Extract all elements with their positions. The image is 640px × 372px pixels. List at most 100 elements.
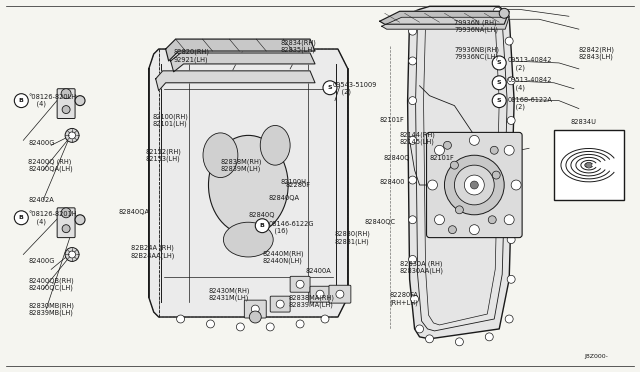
Text: 82834(RH)
82835(LH): 82834(RH) 82835(LH) [280,39,316,53]
Text: °08126-8201H
    (4): °08126-8201H (4) [28,211,77,225]
Circle shape [415,325,424,333]
Text: 82280FA
(RH+LH): 82280FA (RH+LH) [390,292,419,306]
Text: 82100(RH)
82101(LH): 82100(RH) 82101(LH) [153,113,189,128]
Circle shape [61,208,71,218]
Circle shape [296,320,304,328]
Circle shape [14,94,28,108]
Circle shape [428,180,438,190]
Text: 82838MA(RH)
82839MA(LH): 82838MA(RH) 82839MA(LH) [288,294,334,308]
Polygon shape [381,17,509,29]
Circle shape [207,320,214,328]
Circle shape [469,225,479,235]
FancyBboxPatch shape [244,300,266,318]
Text: 82840QC: 82840QC [365,219,396,225]
Circle shape [444,141,451,149]
Circle shape [62,225,70,232]
FancyBboxPatch shape [57,208,75,238]
Circle shape [411,295,419,303]
Ellipse shape [203,133,238,177]
Text: 82820(RH)
92921(LH): 82820(RH) 92921(LH) [173,49,210,63]
Circle shape [236,323,244,331]
Circle shape [296,280,304,288]
Circle shape [435,145,444,155]
Ellipse shape [223,222,273,257]
Circle shape [505,37,513,45]
Circle shape [492,56,506,70]
Circle shape [177,315,184,323]
Polygon shape [408,6,514,339]
Circle shape [444,155,504,215]
Text: 82400QB(RH)
82400QC(LH): 82400QB(RH) 82400QC(LH) [28,277,74,291]
Circle shape [61,89,71,99]
FancyBboxPatch shape [290,276,310,292]
Circle shape [507,156,515,164]
Polygon shape [171,53,315,72]
Circle shape [511,180,521,190]
Circle shape [586,162,592,168]
Circle shape [492,76,506,90]
Circle shape [507,275,515,283]
Circle shape [469,135,479,145]
Text: 82400A: 82400A [305,268,331,275]
Circle shape [456,338,463,346]
Text: S: S [497,98,502,103]
Circle shape [336,290,344,298]
Circle shape [505,315,513,323]
Text: 82100H: 82100H [280,179,306,185]
Text: 09513-40842
    (2): 09513-40842 (2) [507,57,552,71]
Circle shape [65,128,79,142]
Circle shape [485,333,493,341]
Circle shape [68,251,76,258]
FancyBboxPatch shape [329,285,351,303]
Circle shape [252,305,259,313]
Circle shape [323,81,337,95]
Polygon shape [156,71,315,91]
Circle shape [321,315,329,323]
Circle shape [490,146,498,154]
Text: S: S [328,85,332,90]
Circle shape [408,216,417,224]
Text: 82152(RH)
82153(LH): 82152(RH) 82153(LH) [146,148,182,162]
Text: 82440M(RH)
82440N(LH): 82440M(RH) 82440N(LH) [262,250,304,264]
Polygon shape [166,39,315,61]
Text: B: B [19,215,24,220]
Circle shape [465,175,484,195]
Text: 82830A (RH)
82830AA(LH): 82830A (RH) 82830AA(LH) [399,260,444,275]
Text: 82B24A (RH)
82B24AA(LH): 82B24A (RH) 82B24AA(LH) [131,244,175,259]
Circle shape [250,311,261,323]
Circle shape [408,176,417,184]
Text: S: S [497,60,502,65]
Polygon shape [380,11,509,24]
Text: 82400G: 82400G [28,140,54,146]
Text: 82840Q: 82840Q [384,155,410,161]
Text: 82400Q (RH)
82400QA(LH): 82400Q (RH) 82400QA(LH) [28,158,73,172]
Circle shape [507,235,515,244]
Circle shape [492,171,500,179]
Circle shape [75,215,85,225]
Circle shape [316,290,324,298]
FancyBboxPatch shape [554,131,623,200]
FancyBboxPatch shape [426,132,522,238]
Circle shape [255,219,269,232]
Circle shape [493,7,501,15]
Text: 08168-6122A
    (2): 08168-6122A (2) [507,97,552,110]
Text: 09543-51009
    (2): 09543-51009 (2) [333,82,378,96]
Text: 82400G: 82400G [28,259,54,264]
Text: S: S [497,80,502,85]
Ellipse shape [260,125,290,165]
Circle shape [488,216,496,224]
Circle shape [65,247,79,262]
Circle shape [435,215,444,225]
Circle shape [492,94,506,108]
Text: 82834U: 82834U [571,119,597,125]
Text: 82144(RH)
82145(LH): 82144(RH) 82145(LH) [399,131,436,145]
Text: 82842(RH)
82843(LH): 82842(RH) 82843(LH) [579,46,615,60]
Text: 828400: 828400 [380,179,405,185]
Circle shape [454,165,494,205]
Text: 08146-6122G
   (16): 08146-6122G (16) [268,221,314,234]
Circle shape [14,211,28,225]
Text: 79936NB(RH)
79936NC(LH): 79936NB(RH) 79936NC(LH) [454,46,499,60]
Circle shape [408,97,417,105]
FancyBboxPatch shape [57,89,75,119]
Circle shape [408,27,417,35]
